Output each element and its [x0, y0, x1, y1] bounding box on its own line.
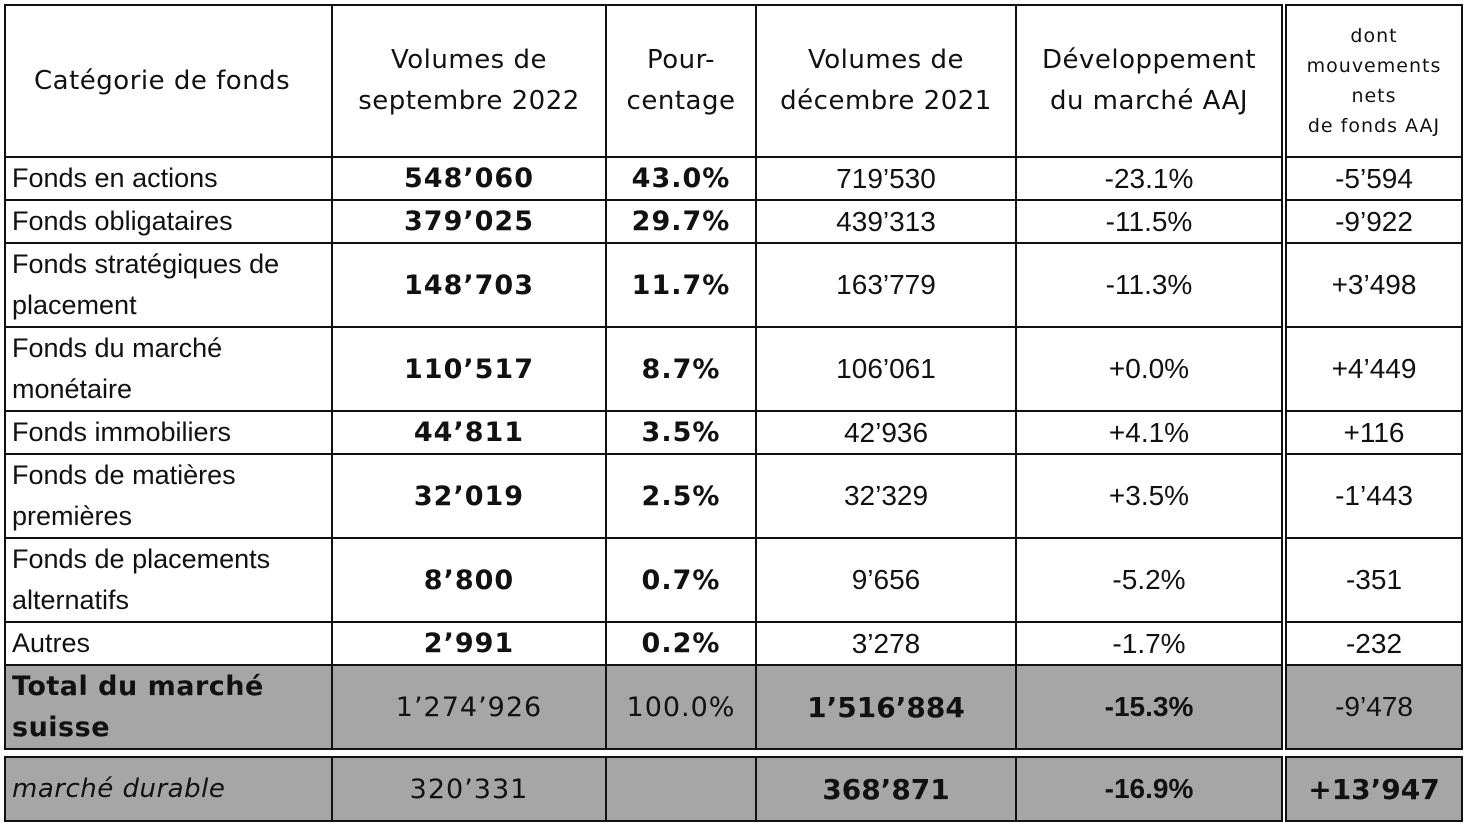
- total-label: Total du marché suisse: [4, 664, 333, 750]
- cell-development: -23.1%: [1015, 156, 1283, 201]
- cell-net-flows: -351: [1285, 537, 1463, 623]
- header-percentage: Pour-centage: [605, 4, 757, 158]
- cell-volume-sep: 548’060: [331, 156, 607, 201]
- table-row: Fonds de matières premières 32’019 2.5% 3…: [4, 453, 1463, 539]
- table-row: Fonds en actions 548’060 43.0% 719’530 -…: [4, 156, 1463, 201]
- cell-percentage: 43.0%: [605, 156, 757, 201]
- cell-net-flows: +3’498: [1285, 242, 1463, 328]
- cell-development: -1.7%: [1015, 621, 1283, 666]
- cell-volume-dec: 9’656: [755, 537, 1017, 623]
- cell-percentage: 11.7%: [605, 242, 757, 328]
- header-net-flows: dont mouvements nets de fonds AAJ: [1285, 4, 1463, 158]
- cell-volume-dec: 439’313: [755, 199, 1017, 244]
- column-gap: [1281, 411, 1287, 454]
- table-row: Fonds du marché monétaire 110’517 8.7% 10…: [4, 326, 1463, 412]
- cell-development: +4.1%: [1015, 410, 1283, 455]
- cell-net-flows: -9’922: [1285, 199, 1463, 244]
- column-gap: [1281, 200, 1287, 243]
- cell-percentage: 29.7%: [605, 199, 757, 244]
- durable-label: marché durable: [4, 756, 333, 822]
- separator-cell: [5, 749, 1462, 757]
- table-row: Fonds de placements alternatifs 8’800 0.7…: [4, 537, 1463, 623]
- cell-net-flows: +4’449: [1285, 326, 1463, 412]
- cell-development: -11.5%: [1015, 199, 1283, 244]
- table-row: Fonds immobiliers 44’811 3.5% 42’936 +4.…: [4, 410, 1463, 455]
- column-gap: [1281, 622, 1287, 665]
- cell-net-flows: -5’594: [1285, 156, 1463, 201]
- durable-development: -16.9%: [1015, 756, 1283, 822]
- total-net-flows: -9’478: [1285, 664, 1463, 750]
- cell-volume-sep: 148’703: [331, 242, 607, 328]
- row-label: Fonds obligataires: [4, 199, 333, 244]
- cell-volume-dec: 42’936: [755, 410, 1017, 455]
- cell-percentage: 0.7%: [605, 537, 757, 623]
- cell-volume-sep: 8’800: [331, 537, 607, 623]
- column-gap: [1281, 538, 1287, 622]
- column-gap: [1281, 454, 1287, 538]
- cell-percentage: 3.5%: [605, 410, 757, 455]
- durable-volume-dec: 368’871: [755, 756, 1017, 822]
- row-label: Autres: [4, 621, 333, 666]
- column-gap: [1281, 327, 1287, 411]
- cell-volume-dec: 163’779: [755, 242, 1017, 328]
- column-gap: [1281, 243, 1287, 327]
- fund-volumes-table: Catégorie de fonds Volumes de septembre 2…: [4, 4, 1463, 822]
- total-volume-dec: 1’516’884: [755, 664, 1017, 750]
- cell-volume-sep: 2’991: [331, 621, 607, 666]
- row-label: Fonds stratégiques de placement: [4, 242, 333, 328]
- durable-net-flows: +13’947: [1285, 756, 1463, 822]
- row-label: Fonds du marché monétaire: [4, 326, 333, 412]
- total-development: -15.3%: [1015, 664, 1283, 750]
- header-category: Catégorie de fonds: [4, 4, 333, 158]
- cell-percentage: 0.2%: [605, 621, 757, 666]
- cell-volume-dec: 719’530: [755, 156, 1017, 201]
- row-label: Fonds de placements alternatifs: [4, 537, 333, 623]
- durable-row: marché durable 320’331 368’871 -16.9% +1…: [4, 756, 1463, 822]
- cell-percentage: 2.5%: [605, 453, 757, 539]
- cell-volume-sep: 379’025: [331, 199, 607, 244]
- cell-volume-sep: 110’517: [331, 326, 607, 412]
- table-row: Autres 2’991 0.2% 3’278 -1.7% -232: [4, 621, 1463, 666]
- column-gap: [1281, 665, 1287, 749]
- cell-volume-dec: 3’278: [755, 621, 1017, 666]
- cell-net-flows: +116: [1285, 410, 1463, 455]
- row-label: Fonds en actions: [4, 156, 333, 201]
- total-volume-sep: 1’274’926: [331, 664, 607, 750]
- column-gap: [1281, 157, 1287, 200]
- total-percentage: 100.0%: [605, 664, 757, 750]
- cell-development: +3.5%: [1015, 453, 1283, 539]
- header-volumes-dec-2021: Volumes de décembre 2021: [755, 4, 1017, 158]
- cell-volume-dec: 32’329: [755, 453, 1017, 539]
- header-row: Catégorie de fonds Volumes de septembre 2…: [4, 4, 1463, 158]
- cell-volume-sep: 44’811: [331, 410, 607, 455]
- cell-development: -5.2%: [1015, 537, 1283, 623]
- cell-development: +0.0%: [1015, 326, 1283, 412]
- cell-volume-sep: 32’019: [331, 453, 607, 539]
- row-label: Fonds de matières premières: [4, 453, 333, 539]
- cell-volume-dec: 106’061: [755, 326, 1017, 412]
- cell-net-flows: -232: [1285, 621, 1463, 666]
- total-row: Total du marché suisse 1’274’926 100.0% 1…: [4, 664, 1463, 750]
- column-gap: [1281, 5, 1287, 157]
- column-gap: [1281, 757, 1287, 821]
- table-row: Fonds obligataires 379’025 29.7% 439’313…: [4, 199, 1463, 244]
- table-row: Fonds stratégiques de placement 148’703 1…: [4, 242, 1463, 328]
- row-label: Fonds immobiliers: [4, 410, 333, 455]
- header-volumes-sep-2022: Volumes de septembre 2022: [331, 4, 607, 158]
- durable-percentage: [605, 756, 757, 822]
- durable-volume-sep: 320’331: [331, 756, 607, 822]
- cell-development: -11.3%: [1015, 242, 1283, 328]
- cell-percentage: 8.7%: [605, 326, 757, 412]
- row-separator: [5, 749, 1462, 757]
- cell-net-flows: -1’443: [1285, 453, 1463, 539]
- header-market-development: Développement du marché AAJ: [1015, 4, 1283, 158]
